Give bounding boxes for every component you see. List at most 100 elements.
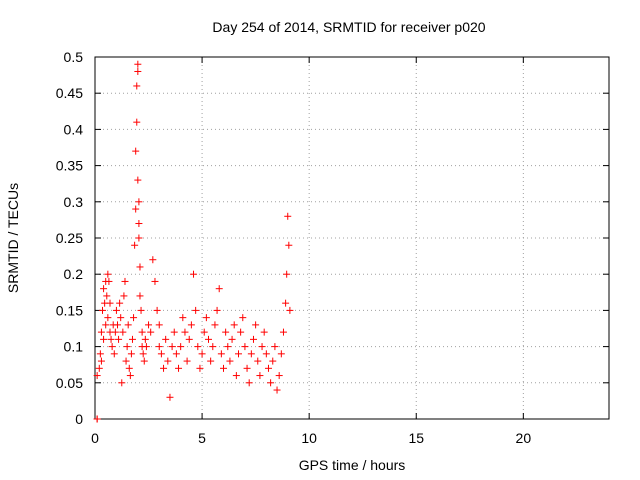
data-point bbox=[134, 67, 142, 75]
x-tick-label: 5 bbox=[198, 430, 206, 446]
data-point bbox=[122, 357, 130, 365]
axis-ticks bbox=[94, 56, 609, 420]
data-point bbox=[215, 285, 223, 293]
data-point bbox=[202, 314, 210, 322]
data-point bbox=[283, 270, 291, 278]
data-point bbox=[119, 328, 127, 336]
data-point bbox=[149, 256, 157, 264]
data-point bbox=[136, 292, 144, 300]
data-point bbox=[123, 343, 131, 351]
data-point bbox=[198, 350, 206, 358]
chart-title: Day 254 of 2014, SRMTID for receiver p02… bbox=[212, 19, 485, 35]
data-point bbox=[258, 343, 266, 351]
data-point bbox=[228, 335, 236, 343]
data-point bbox=[273, 386, 281, 394]
data-point bbox=[105, 277, 113, 285]
data-point bbox=[230, 321, 238, 329]
data-point bbox=[224, 343, 232, 351]
data-point bbox=[200, 328, 208, 336]
data-point bbox=[102, 321, 110, 329]
data-point bbox=[136, 263, 144, 271]
data-point bbox=[271, 343, 279, 351]
data-point bbox=[139, 350, 147, 358]
data-point bbox=[124, 321, 132, 329]
data-point bbox=[133, 82, 141, 90]
data-point bbox=[142, 343, 150, 351]
data-point bbox=[155, 321, 163, 329]
data-point bbox=[151, 277, 159, 285]
data-point bbox=[279, 328, 287, 336]
data-point bbox=[100, 335, 108, 343]
y-tick-label: 0.5 bbox=[64, 49, 84, 65]
data-point bbox=[277, 350, 285, 358]
data-point bbox=[196, 364, 204, 372]
data-point bbox=[135, 234, 143, 242]
y-tick-label: 0.2 bbox=[64, 266, 84, 282]
data-point bbox=[95, 364, 103, 372]
data-point bbox=[131, 241, 139, 249]
data-point bbox=[179, 314, 187, 322]
data-point bbox=[181, 328, 189, 336]
data-point bbox=[135, 220, 143, 228]
data-point bbox=[269, 357, 277, 365]
data-point bbox=[282, 299, 290, 307]
data-point bbox=[172, 350, 180, 358]
x-tick-labels: 0 5 10 15 20 bbox=[91, 430, 531, 446]
x-tick-label: 15 bbox=[408, 430, 424, 446]
data-point bbox=[137, 306, 145, 314]
data-point bbox=[162, 335, 170, 343]
data-point bbox=[194, 343, 202, 351]
data-point bbox=[141, 335, 149, 343]
data-point bbox=[115, 335, 123, 343]
data-point bbox=[234, 350, 242, 358]
data-point bbox=[108, 343, 116, 351]
data-point bbox=[145, 321, 153, 329]
data-point bbox=[138, 328, 146, 336]
data-point bbox=[177, 343, 185, 351]
data-points bbox=[93, 60, 294, 423]
y-tick-label: 0.05 bbox=[56, 375, 83, 391]
data-point bbox=[97, 328, 105, 336]
data-point bbox=[135, 198, 143, 206]
data-point bbox=[237, 328, 245, 336]
data-point bbox=[116, 299, 124, 307]
data-point bbox=[207, 357, 215, 365]
data-point bbox=[155, 343, 163, 351]
data-point bbox=[232, 372, 240, 380]
data-point bbox=[120, 292, 128, 300]
data-point bbox=[252, 321, 260, 329]
data-point bbox=[164, 357, 172, 365]
data-point bbox=[126, 372, 134, 380]
y-tick-label: 0.3 bbox=[64, 194, 84, 210]
data-point bbox=[153, 306, 161, 314]
data-point bbox=[166, 393, 174, 401]
data-point bbox=[190, 270, 198, 278]
data-point bbox=[286, 306, 294, 314]
data-point bbox=[239, 314, 247, 322]
data-point bbox=[134, 176, 142, 184]
data-point bbox=[132, 205, 140, 213]
data-point bbox=[245, 379, 253, 387]
data-point bbox=[211, 321, 219, 329]
data-point bbox=[110, 350, 118, 358]
data-point bbox=[260, 328, 268, 336]
data-point bbox=[132, 147, 140, 155]
data-point bbox=[104, 270, 112, 278]
data-point bbox=[217, 350, 225, 358]
data-point bbox=[117, 314, 125, 322]
data-point bbox=[264, 364, 272, 372]
data-point bbox=[187, 321, 195, 329]
data-point bbox=[209, 343, 217, 351]
data-point bbox=[267, 379, 275, 387]
data-point bbox=[93, 415, 101, 423]
data-point bbox=[247, 350, 255, 358]
data-point bbox=[226, 357, 234, 365]
data-point bbox=[275, 372, 283, 380]
data-point bbox=[175, 364, 183, 372]
y-tick-label: 0.45 bbox=[56, 85, 83, 101]
y-tick-labels: 0 0.05 0.1 0.15 0.2 0.25 0.3 0.35 0.4 0.45 0.5 bbox=[56, 49, 83, 427]
data-point bbox=[118, 379, 126, 387]
data-point bbox=[256, 372, 264, 380]
